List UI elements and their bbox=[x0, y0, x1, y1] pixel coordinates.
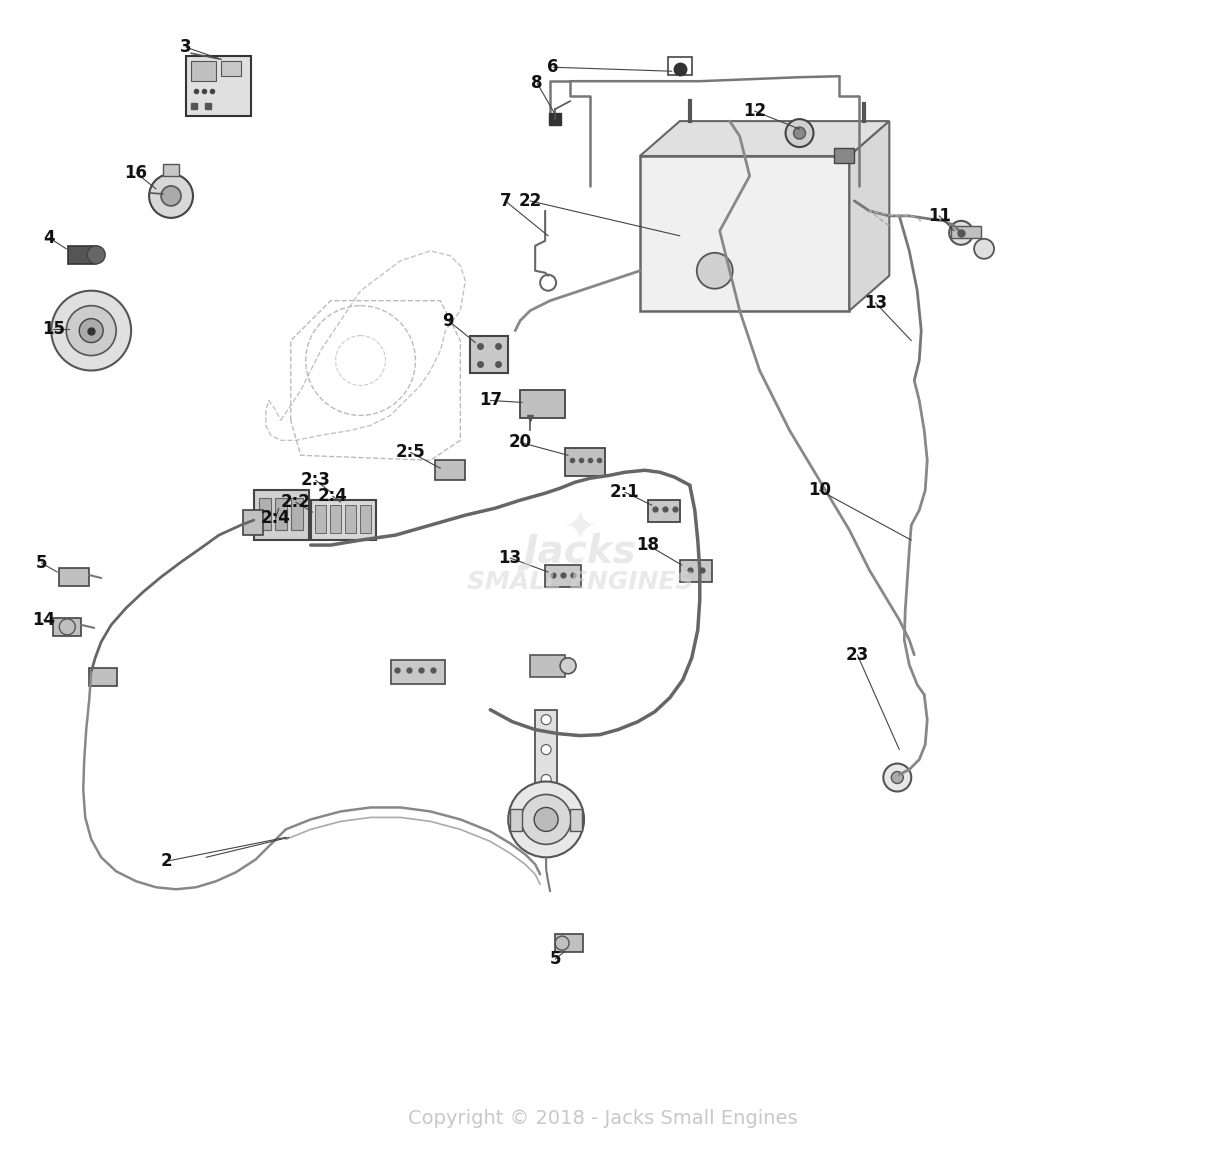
Circle shape bbox=[541, 715, 551, 725]
Bar bbox=[531, 655, 566, 676]
Circle shape bbox=[883, 764, 912, 792]
Circle shape bbox=[66, 306, 116, 355]
Polygon shape bbox=[849, 121, 889, 311]
Circle shape bbox=[150, 173, 193, 218]
Circle shape bbox=[794, 127, 806, 139]
Bar bbox=[570, 809, 582, 831]
Bar bbox=[186, 56, 251, 116]
Text: 6: 6 bbox=[548, 58, 558, 76]
Bar bbox=[53, 618, 81, 636]
Text: 2: 2 bbox=[160, 852, 172, 871]
Circle shape bbox=[87, 246, 105, 264]
Text: 2:2: 2:2 bbox=[281, 494, 311, 511]
Text: 2:4: 2:4 bbox=[260, 509, 291, 527]
Text: 17: 17 bbox=[479, 391, 502, 410]
Bar bbox=[566, 448, 605, 476]
Text: 2:4: 2:4 bbox=[317, 488, 347, 505]
Bar bbox=[329, 505, 340, 533]
Circle shape bbox=[785, 119, 814, 147]
Bar bbox=[520, 390, 566, 418]
Bar bbox=[291, 498, 303, 530]
Circle shape bbox=[697, 253, 733, 289]
Polygon shape bbox=[640, 121, 889, 156]
Bar bbox=[315, 505, 326, 533]
Circle shape bbox=[80, 319, 104, 342]
Text: 4: 4 bbox=[43, 229, 55, 247]
Text: Jacks: Jacks bbox=[523, 533, 637, 572]
Circle shape bbox=[541, 774, 551, 785]
Circle shape bbox=[541, 745, 551, 754]
Bar bbox=[345, 505, 356, 533]
Text: Copyright © 2018 - Jacks Small Engines: Copyright © 2018 - Jacks Small Engines bbox=[408, 1109, 798, 1128]
Bar bbox=[640, 156, 849, 311]
Text: 11: 11 bbox=[927, 207, 950, 225]
Circle shape bbox=[949, 221, 973, 244]
Text: 2:3: 2:3 bbox=[300, 471, 330, 489]
Bar bbox=[191, 62, 216, 81]
Bar bbox=[470, 335, 508, 374]
Bar bbox=[835, 148, 854, 163]
Bar bbox=[391, 660, 445, 683]
Text: 14: 14 bbox=[31, 611, 55, 629]
Circle shape bbox=[560, 658, 576, 674]
Text: 18: 18 bbox=[637, 537, 660, 554]
Bar bbox=[242, 510, 263, 535]
Circle shape bbox=[508, 781, 584, 858]
Bar bbox=[535, 710, 557, 804]
Circle shape bbox=[974, 239, 994, 258]
Text: 23: 23 bbox=[845, 646, 870, 663]
Bar bbox=[510, 809, 522, 831]
Text: 16: 16 bbox=[124, 164, 147, 182]
Bar bbox=[311, 501, 375, 540]
Bar bbox=[253, 490, 309, 540]
Text: 5: 5 bbox=[550, 950, 561, 968]
Circle shape bbox=[521, 795, 572, 844]
Text: 2:5: 2:5 bbox=[396, 443, 426, 461]
Text: 22: 22 bbox=[519, 192, 541, 210]
Bar bbox=[89, 668, 117, 686]
Bar bbox=[359, 505, 370, 533]
Circle shape bbox=[891, 772, 903, 783]
Bar bbox=[648, 501, 680, 523]
Bar bbox=[545, 565, 581, 587]
Bar bbox=[69, 246, 96, 264]
Text: 9: 9 bbox=[443, 312, 455, 329]
Text: 13: 13 bbox=[498, 549, 522, 567]
Bar bbox=[555, 935, 582, 952]
Text: 13: 13 bbox=[863, 293, 886, 312]
Bar bbox=[259, 498, 271, 530]
Bar bbox=[221, 62, 241, 76]
Bar bbox=[680, 560, 712, 582]
Text: 3: 3 bbox=[180, 38, 192, 56]
Text: ✦: ✦ bbox=[563, 508, 597, 549]
Bar bbox=[952, 226, 982, 237]
Bar bbox=[163, 164, 178, 176]
Circle shape bbox=[162, 186, 181, 206]
Text: 5: 5 bbox=[36, 554, 47, 572]
Bar bbox=[435, 460, 466, 481]
Bar bbox=[275, 498, 287, 530]
Circle shape bbox=[52, 291, 131, 370]
Text: 15: 15 bbox=[42, 320, 65, 338]
Bar bbox=[668, 57, 692, 76]
Circle shape bbox=[534, 808, 558, 831]
Text: SMALL ENGINES: SMALL ENGINES bbox=[467, 570, 693, 594]
Text: 7: 7 bbox=[499, 192, 511, 210]
Text: 12: 12 bbox=[743, 102, 766, 120]
Text: 20: 20 bbox=[509, 433, 532, 452]
Text: 10: 10 bbox=[808, 481, 831, 499]
Text: 2:1: 2:1 bbox=[610, 483, 640, 502]
Bar bbox=[59, 568, 89, 585]
Text: 8: 8 bbox=[532, 74, 543, 92]
